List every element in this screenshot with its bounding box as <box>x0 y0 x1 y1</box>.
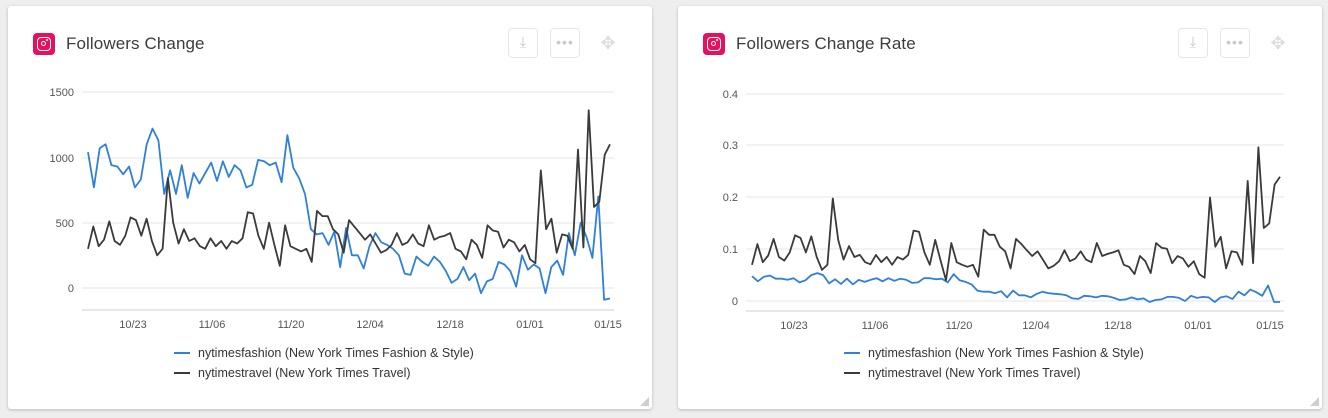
followers-change-chart: 1500 1000 500 0 10/23 11/06 11/20 12/04 12/18 01/… <box>50 87 622 331</box>
x-tick-label: 11/06 <box>862 320 889 332</box>
series-line-nytimesfashion[interactable] <box>87 127 611 301</box>
download-icon: ⤓ <box>519 34 527 51</box>
more-options-button[interactable]: ••• <box>1220 28 1250 58</box>
y-tick-label: 0.1 <box>723 244 738 256</box>
move-handle[interactable]: ✥ <box>1267 32 1289 54</box>
download-button[interactable]: ⤓ <box>508 28 538 58</box>
chart-legend: nytimesfashion (New York Times Fashion &… <box>174 343 474 383</box>
followers-change-rate-card: Followers Change Rate ⤓ ••• ✥ 0.4 0.3 0.2 0… <box>678 6 1322 409</box>
y-tick-label: 0.2 <box>723 192 738 204</box>
x-tick-label: 12/18 <box>436 319 464 331</box>
series-line-nytimesfashion[interactable] <box>751 272 1280 303</box>
x-tick-label: 11/06 <box>199 319 226 331</box>
legend-swatch <box>844 372 860 374</box>
followers-change-card: Followers Change ⤓ ••• ✥ 1500 1000 500 0 10/… <box>8 6 652 409</box>
legend-swatch <box>174 352 190 354</box>
move-icon: ✥ <box>600 33 616 53</box>
x-tick-label: 12/04 <box>1022 320 1050 332</box>
legend-item-nytimestravel[interactable]: nytimestravel (New York Times Travel) <box>844 363 1144 383</box>
legend-label: nytimestravel (New York Times Travel) <box>198 366 411 380</box>
y-tick-label: 1500 <box>50 87 74 99</box>
y-tick-label: 0.3 <box>723 140 738 152</box>
series-line-nytimestravel[interactable] <box>87 109 611 267</box>
legend-label: nytimesfashion (New York Times Fashion &… <box>198 346 474 360</box>
move-handle[interactable]: ✥ <box>597 32 619 54</box>
y-tick-label: 0 <box>732 296 738 308</box>
legend-label: nytimestravel (New York Times Travel) <box>868 366 1081 380</box>
download-icon: ⤓ <box>1189 34 1197 51</box>
x-tick-label: 01/15 <box>594 319 622 331</box>
x-tick-label: 10/23 <box>119 319 147 331</box>
x-tick-label: 01/15 <box>1256 320 1284 332</box>
more-icon: ••• <box>556 34 574 50</box>
legend-item-nytimesfashion[interactable]: nytimesfashion (New York Times Fashion &… <box>844 343 1144 363</box>
series-line-nytimestravel[interactable] <box>751 146 1281 282</box>
card-title: Followers Change <box>66 34 205 53</box>
x-tick-label: 12/18 <box>1104 320 1132 332</box>
y-tick-label: 0.4 <box>723 89 738 101</box>
move-icon: ✥ <box>1270 33 1286 53</box>
more-icon: ••• <box>1226 34 1244 50</box>
y-tick-label: 1000 <box>50 153 74 165</box>
y-tick-label: 0 <box>68 283 74 295</box>
x-tick-label: 01/01 <box>1184 320 1212 332</box>
legend-label: nytimesfashion (New York Times Fashion &… <box>868 346 1144 360</box>
card-title: Followers Change Rate <box>736 34 916 53</box>
instagram-icon <box>703 33 725 55</box>
legend-swatch <box>174 372 190 374</box>
y-tick-label: 500 <box>56 218 74 230</box>
followers-change-rate-chart: 0.4 0.3 0.2 0.1 0 10/23 11/06 11/20 12/04 12/18 01… <box>723 89 1284 332</box>
x-tick-label: 10/23 <box>780 320 808 332</box>
legend-item-nytimestravel[interactable]: nytimestravel (New York Times Travel) <box>174 363 474 383</box>
chart-legend: nytimesfashion (New York Times Fashion &… <box>844 343 1144 383</box>
download-button[interactable]: ⤓ <box>1178 28 1208 58</box>
legend-item-nytimesfashion[interactable]: nytimesfashion (New York Times Fashion &… <box>174 343 474 363</box>
x-tick-label: 01/01 <box>516 319 544 331</box>
x-tick-label: 12/04 <box>356 319 384 331</box>
x-tick-label: 11/20 <box>946 320 973 332</box>
resize-handle[interactable] <box>640 397 649 406</box>
resize-handle[interactable] <box>1310 397 1319 406</box>
instagram-icon <box>33 33 55 55</box>
x-tick-label: 11/20 <box>278 319 305 331</box>
more-options-button[interactable]: ••• <box>550 28 580 58</box>
legend-swatch <box>844 352 860 354</box>
